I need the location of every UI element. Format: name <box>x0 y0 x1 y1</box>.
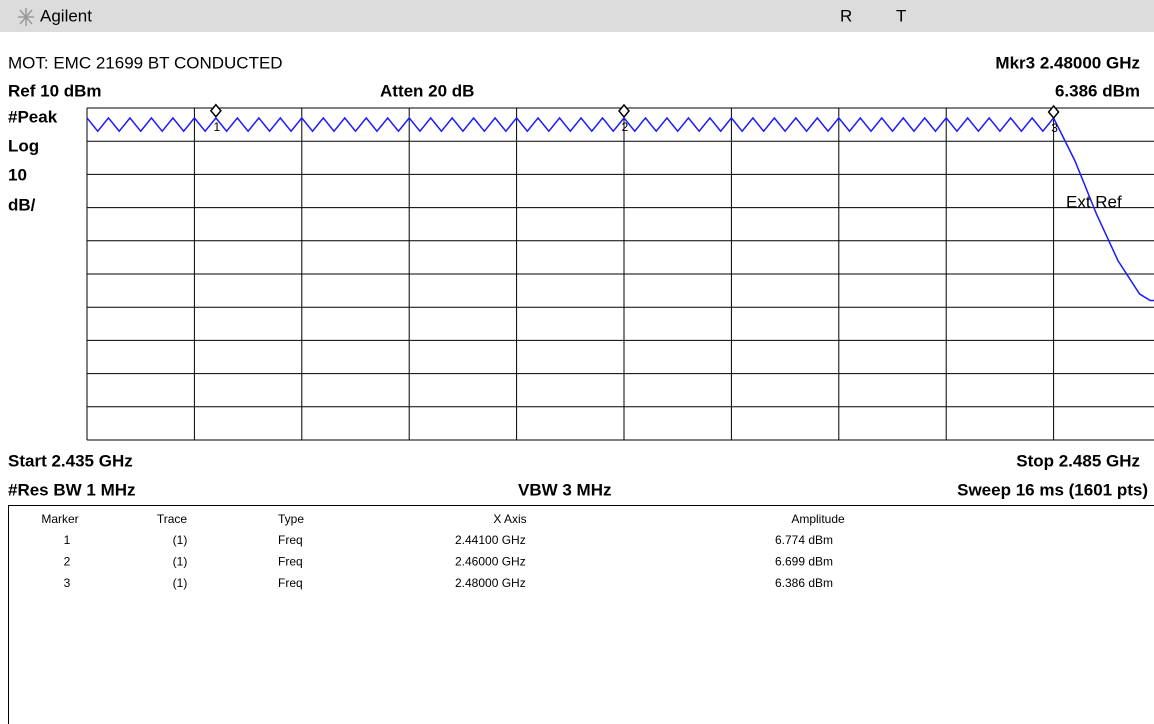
side-label: 10 <box>8 165 27 184</box>
title-bar <box>0 0 1154 32</box>
table-cell: 6.386 dBm <box>775 576 833 590</box>
table-cell: 2.48000 GHz <box>455 576 526 590</box>
side-label: #Peak <box>8 107 58 126</box>
table-cell: (1) <box>173 576 188 590</box>
table-cell: 2 <box>64 555 71 569</box>
rbw: #Res BW 1 MHz <box>8 480 136 499</box>
table-cell: (1) <box>173 555 188 569</box>
marker-table-frame <box>8 505 1154 724</box>
logo-icon <box>18 8 34 26</box>
screen-title: MOT: EMC 21699 BT CONDUCTED <box>8 53 283 72</box>
sweep: Sweep 16 ms (1601 pts) <box>957 480 1148 499</box>
table-cell: 6.774 dBm <box>775 533 833 547</box>
table-cell: (1) <box>173 533 188 547</box>
table-header: Marker <box>41 512 78 526</box>
marker-number: 3 <box>1051 121 1058 135</box>
table-cell: 1 <box>64 533 71 547</box>
table-header: X Axis <box>493 512 526 526</box>
marker-diamond <box>209 103 222 118</box>
side-label: Log <box>8 136 39 155</box>
marker-readout: Mkr3 2.48000 GHz <box>995 53 1140 72</box>
trace <box>86 116 1154 302</box>
vbw: VBW 3 MHz <box>518 480 612 499</box>
table-cell: Freq <box>278 555 303 569</box>
table-header: Trace <box>157 512 188 526</box>
table-header: Type <box>278 512 304 526</box>
annotation: Ext Ref <box>1066 192 1122 211</box>
table-cell: 3 <box>64 576 71 590</box>
marker-number: 2 <box>622 120 629 134</box>
table-cell: 2.46000 GHz <box>455 555 526 569</box>
table-cell: Freq <box>278 576 303 590</box>
marker-table: Marker Trace Type X Axis Amplitude 1 (1) Freq 2.… <box>41 512 845 590</box>
table-cell: Freq <box>278 533 303 547</box>
marker-diamond <box>1047 104 1060 120</box>
start-freq: Start 2.435 GHz <box>8 451 133 470</box>
marker-diamond <box>618 103 630 119</box>
table-cell: 6.699 dBm <box>775 555 833 569</box>
ref-level: Ref 10 dBm <box>8 81 102 100</box>
plot-area: 1 2 3 <box>86 103 1154 441</box>
marker-amplitude: 6.386 dBm <box>1055 81 1140 100</box>
stop-freq: Stop 2.485 GHz <box>1016 451 1140 470</box>
marker-number: 1 <box>214 120 221 134</box>
attenuation: Atten 20 dB <box>380 81 474 100</box>
status-t: T <box>896 6 906 25</box>
table-header: Amplitude <box>791 512 845 526</box>
status-r: R <box>840 6 852 25</box>
table-cell: 2.44100 GHz <box>455 533 526 547</box>
side-label: dB/ <box>8 195 36 214</box>
brand: Agilent <box>40 6 92 25</box>
